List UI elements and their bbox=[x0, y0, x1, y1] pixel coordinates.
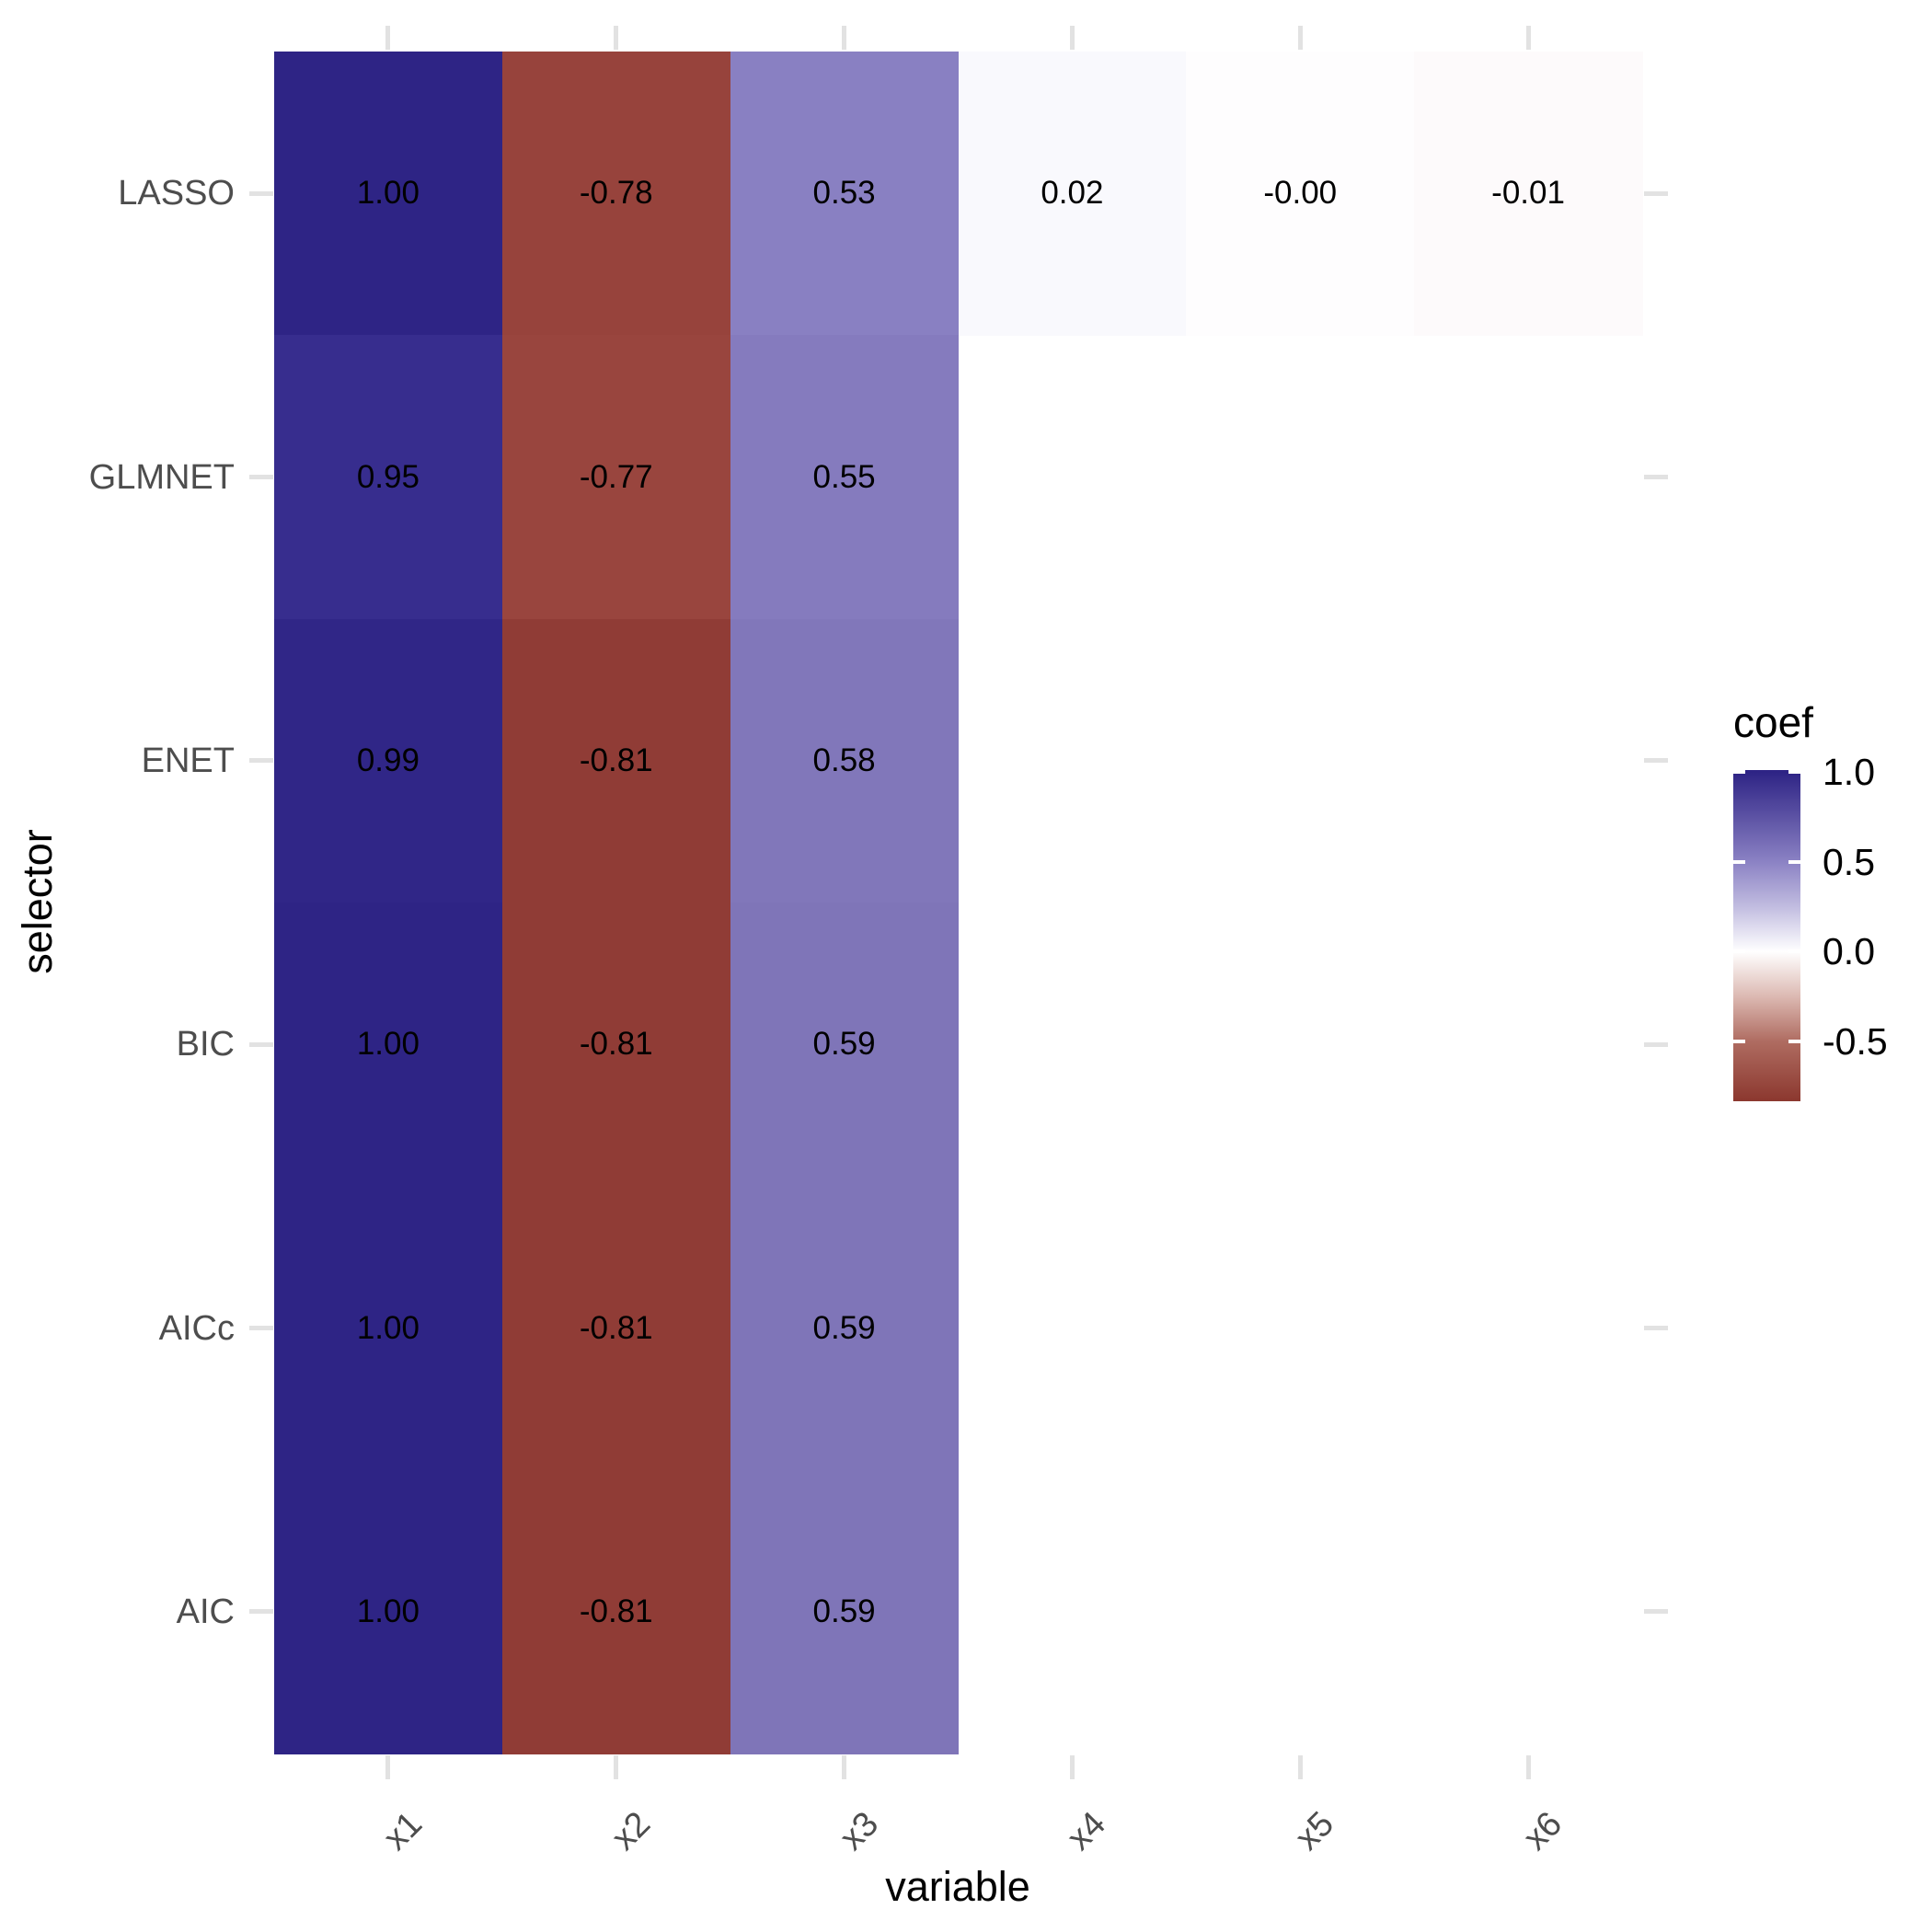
y-tick-label: BIC bbox=[176, 1025, 235, 1064]
cell-value-label: 1.00 bbox=[356, 1026, 420, 1063]
cell-value-label: 0.02 bbox=[1041, 175, 1104, 212]
legend-tick-mark-right bbox=[1788, 1039, 1800, 1043]
x-tick-bottom bbox=[1297, 1755, 1303, 1779]
heatmap-cell-AICc-x2 bbox=[501, 1186, 731, 1471]
legend-tick-mark-left bbox=[1733, 859, 1745, 864]
y-tick-label: AICc bbox=[158, 1308, 235, 1348]
legend-tick-mark-right bbox=[1788, 770, 1800, 774]
legend-title: coef bbox=[1733, 698, 1813, 746]
x-tick-bottom bbox=[614, 1755, 619, 1779]
legend-tick-label: 1.0 bbox=[1823, 751, 1875, 793]
heatmap-cell-GLMNET-x1 bbox=[274, 335, 503, 620]
cell-value-label: -0.81 bbox=[579, 1593, 653, 1629]
y-tick-left bbox=[249, 1041, 273, 1047]
y-tick-label: ENET bbox=[141, 741, 235, 780]
x-tick-top bbox=[614, 26, 619, 50]
x-tick-top bbox=[385, 26, 391, 50]
cell-value-label: 0.59 bbox=[812, 1026, 876, 1063]
y-tick-left bbox=[249, 190, 273, 196]
cell-value-label: 0.99 bbox=[356, 742, 420, 778]
x-tick-label: x6 bbox=[1516, 1804, 1570, 1858]
y-tick-left bbox=[249, 758, 273, 764]
y-tick-right bbox=[1644, 1609, 1668, 1615]
heatmap-cell-ENET-x1 bbox=[274, 618, 503, 903]
x-tick-label: x2 bbox=[604, 1804, 658, 1858]
x-tick-label: x1 bbox=[375, 1804, 431, 1858]
x-tick-bottom bbox=[1525, 1755, 1531, 1779]
heatmap-cell-BIC-x3 bbox=[730, 903, 960, 1188]
heatmap-cell-AIC-x2 bbox=[501, 1469, 731, 1754]
y-tick-left bbox=[249, 1326, 273, 1330]
legend-tick-label: -0.5 bbox=[1823, 1019, 1888, 1063]
legend-tick-mark-right bbox=[1788, 859, 1800, 864]
cell-value-label: 0.95 bbox=[356, 458, 420, 495]
y-axis-title: selector bbox=[14, 829, 61, 974]
cell-value-label: -0.78 bbox=[579, 175, 653, 212]
cell-value-label: -0.81 bbox=[579, 1309, 653, 1346]
y-tick-right bbox=[1644, 758, 1668, 764]
x-tick-bottom bbox=[842, 1755, 847, 1779]
y-tick-label: AIC bbox=[176, 1592, 235, 1631]
x-axis-title: variable bbox=[885, 1863, 1030, 1910]
heatmap-cell-LASSO-x3 bbox=[730, 52, 960, 337]
x-tick-bottom bbox=[385, 1755, 391, 1779]
heatmap-cell-LASSO-x5 bbox=[1186, 52, 1415, 337]
heatmap-cell-AIC-x3 bbox=[730, 1469, 960, 1754]
cell-value-label: 0.53 bbox=[812, 175, 876, 212]
cell-value-label: 0.59 bbox=[812, 1309, 876, 1346]
heatmap-cell-BIC-x1 bbox=[274, 903, 503, 1188]
legend-colorbar bbox=[1733, 770, 1800, 1101]
heatmap-cell-LASSO-x2 bbox=[501, 52, 731, 337]
cell-value-label: -0.77 bbox=[579, 458, 653, 495]
legend-tick-mark-left bbox=[1733, 770, 1745, 774]
y-tick-right bbox=[1644, 1041, 1668, 1047]
cell-value-label: 1.00 bbox=[356, 175, 420, 212]
cell-value-label: 0.58 bbox=[812, 742, 876, 778]
heatmap-cell-AICc-x1 bbox=[274, 1186, 503, 1471]
x-tick-bottom bbox=[1069, 1755, 1075, 1779]
legend-tick-label: 0.5 bbox=[1823, 840, 1875, 883]
y-tick-right bbox=[1644, 1326, 1668, 1330]
y-tick-left bbox=[249, 475, 273, 479]
heatmap-cell-AIC-x1 bbox=[274, 1469, 503, 1754]
legend-tick-mark-left bbox=[1733, 1039, 1745, 1043]
y-tick-right bbox=[1644, 475, 1668, 479]
heatmap-cell-LASSO-x6 bbox=[1414, 52, 1643, 337]
cell-value-label: 0.55 bbox=[812, 458, 876, 495]
y-tick-left bbox=[249, 1609, 273, 1615]
heatmap-cell-ENET-x2 bbox=[501, 618, 731, 903]
y-tick-label: GLMNET bbox=[88, 457, 235, 497]
heatmap-cell-ENET-x3 bbox=[730, 618, 960, 903]
heatmap-cell-AICc-x3 bbox=[730, 1186, 960, 1471]
cell-value-label: -0.81 bbox=[579, 742, 653, 778]
x-tick-top bbox=[1525, 26, 1531, 50]
legend-tick-label: 0.0 bbox=[1823, 930, 1875, 973]
y-tick-right bbox=[1644, 190, 1668, 196]
cell-value-label: -0.00 bbox=[1263, 175, 1338, 212]
heatmap-cell-GLMNET-x3 bbox=[730, 335, 960, 620]
legend-tick-mark-left bbox=[1733, 949, 1745, 954]
heatmap-cell-LASSO-x4 bbox=[958, 52, 1188, 337]
cell-value-label: 1.00 bbox=[356, 1309, 420, 1346]
heatmap-cell-GLMNET-x2 bbox=[501, 335, 731, 620]
cell-value-label: -0.81 bbox=[579, 1026, 653, 1063]
cell-value-label: -0.01 bbox=[1491, 175, 1565, 212]
x-tick-top bbox=[1297, 26, 1303, 50]
x-tick-top bbox=[1069, 26, 1075, 50]
cell-value-label: 0.59 bbox=[812, 1593, 876, 1629]
cell-value-label: 1.00 bbox=[356, 1593, 420, 1629]
y-tick-label: LASSO bbox=[118, 174, 235, 213]
legend-tick-mark-right bbox=[1788, 949, 1800, 954]
x-tick-top bbox=[842, 26, 847, 50]
heatmap-cell-BIC-x2 bbox=[501, 903, 731, 1188]
heatmap-cell-LASSO-x1 bbox=[274, 52, 503, 337]
